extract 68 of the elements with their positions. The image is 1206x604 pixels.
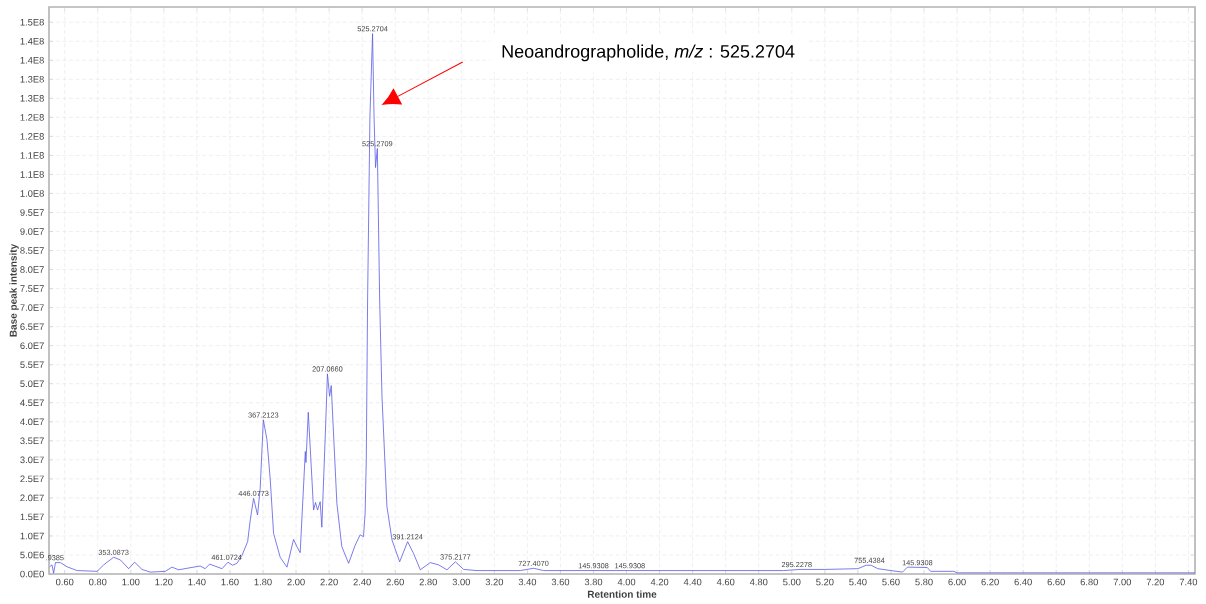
x-tick-label: 6.40 [1014, 578, 1032, 586]
x-tick-label: 4.80 [749, 578, 768, 586]
y-tick-label: 1.3E8 [20, 95, 44, 102]
x-tick-label: 3.00 [452, 578, 471, 586]
x-tick-label: 1.00 [122, 578, 140, 586]
y-tick-label: 1.2E8 [20, 114, 44, 121]
x-tick-label: 3.40 [518, 578, 537, 586]
x-axis-title: Retention time [587, 590, 657, 598]
y-tick-label: 1.2E8 [20, 133, 44, 140]
y-tick-label: 8.0E7 [20, 266, 44, 273]
x-tick-label: 2.80 [419, 578, 437, 586]
x-tick-label: 4.20 [650, 578, 669, 586]
y-tick-label: 3.0E7 [20, 456, 44, 464]
x-tick-label: 6.80 [1080, 578, 1098, 586]
x-tick-label: 6.20 [981, 578, 999, 586]
x-tick-label: 2.00 [287, 578, 305, 586]
y-tick-label: 9.5E7 [20, 209, 44, 216]
x-tick-label: 2.60 [386, 578, 404, 586]
x-tick-label: 1.60 [221, 578, 239, 586]
x-tick-label: 3.60 [551, 578, 570, 586]
x-tick-label: 4.40 [683, 578, 702, 586]
y-tick-label: 7.5E7 [20, 285, 44, 292]
y-tick-label: 1.4E8 [20, 56, 44, 64]
x-tick-label: 2.40 [353, 578, 371, 586]
y-axis-title: Base peak intensity [9, 243, 19, 337]
y-tick-label: 1.1E8 [20, 152, 44, 159]
x-tick-label: 4.00 [617, 578, 636, 586]
y-tick-label: 5.0E7 [20, 380, 44, 388]
y-tick-label: 1.1E8 [20, 171, 44, 178]
x-tick-label: 3.80 [584, 578, 603, 586]
y-tick-label: 8.5E7 [20, 247, 44, 254]
y-tick-label: 7.0E7 [20, 304, 44, 311]
y-tick-label: 1.3E8 [20, 76, 44, 83]
x-tick-label: 6.00 [948, 578, 966, 586]
y-tick-label: 1.0E8 [20, 190, 44, 197]
x-tick-label: 5.00 [783, 578, 801, 586]
x-tick-label: 5.20 [816, 578, 834, 586]
annotation: Neoandrographolide, m/z : 525.2704 [502, 44, 795, 62]
x-tick-label: 1.20 [155, 578, 173, 586]
y-tick-label: 4.0E7 [20, 418, 44, 426]
y-tick-label: 5.5E7 [20, 361, 44, 368]
y-tick-label: 2.0E7 [20, 494, 44, 502]
y-tick-label: 6.0E7 [20, 342, 44, 349]
y-tick-label: 1.4E8 [20, 37, 44, 45]
x-tick-label: 0.80 [89, 578, 107, 586]
y-tick-label: 0.0E0 [20, 570, 44, 578]
x-tick-label: 7.20 [1146, 578, 1165, 586]
x-tick-label: 5.80 [915, 578, 933, 586]
x-tick-label: 2.20 [320, 578, 338, 586]
x-tick-label: 1.40 [188, 578, 206, 586]
y-tick-label: 1.0E7 [20, 532, 44, 540]
y-tick-label: 1.5E8 [20, 18, 44, 26]
x-tick-label: 0.60 [55, 578, 74, 586]
y-tick-label: 1.5E7 [20, 513, 44, 521]
y-tick-label: 9.0E7 [20, 228, 44, 235]
x-tick-label: 4.60 [716, 578, 735, 586]
x-tick-label: 7.00 [1113, 578, 1132, 586]
x-tick-label: 5.40 [849, 578, 867, 586]
y-tick-label: 4.5E7 [20, 399, 44, 407]
x-tick-label: 3.20 [485, 578, 504, 586]
y-tick-label: 6.5E7 [20, 323, 44, 330]
x-tick-label: 5.60 [882, 578, 900, 586]
x-tick-label: 7.40 [1179, 578, 1198, 586]
y-tick-label: 3.5E7 [20, 437, 44, 445]
y-tick-label: 2.5E7 [20, 475, 44, 483]
x-tick-label: 6.60 [1047, 578, 1065, 586]
y-tick-label: 5.0E6 [20, 551, 44, 559]
x-tick-label: 1.80 [254, 578, 272, 586]
